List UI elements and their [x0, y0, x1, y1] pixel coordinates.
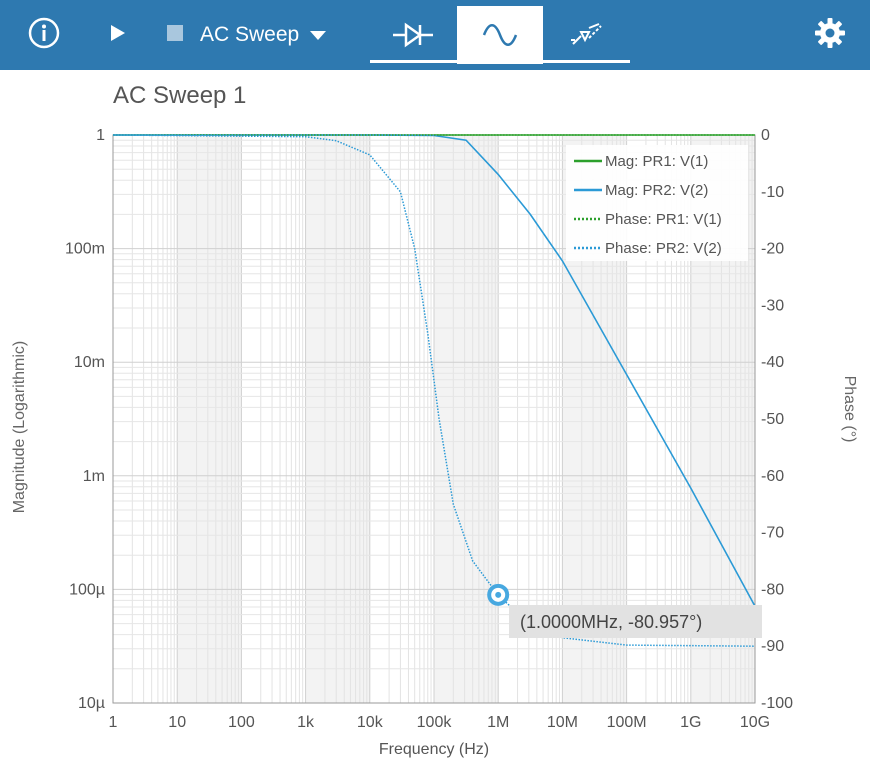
y2-tick-label: -60: [761, 468, 784, 485]
grid-band: [690, 135, 755, 703]
cursor-marker-dot: [495, 591, 502, 598]
x-tick-label: 100: [228, 714, 255, 731]
x-axis-label: Frequency (Hz): [379, 741, 489, 758]
legend-label[interactable]: Mag: PR2: V(2): [605, 182, 708, 199]
sine-wave-icon: [482, 24, 518, 46]
series-line-3[interactable]: [112, 134, 756, 647]
y-tick-label: 1: [96, 127, 105, 144]
legend-label[interactable]: Phase: PR2: V(2): [605, 240, 722, 257]
plot-frame: [112, 134, 756, 704]
sweep-select-label: AC Sweep: [200, 23, 300, 46]
x-tick-label: 1M: [487, 714, 509, 731]
y2-tick-label: -40: [761, 354, 784, 371]
stop-icon: [167, 25, 183, 41]
play-icon: [111, 25, 125, 41]
y-tick-label: 1m: [83, 468, 105, 485]
y-tick-label: 10m: [74, 354, 105, 371]
grid-band: [562, 135, 627, 703]
dropdown-arrow-icon: [310, 31, 327, 40]
grid-band: [177, 135, 242, 703]
y2-tick-label: -80: [761, 581, 784, 598]
y-tick-label: 10µ: [78, 695, 105, 712]
y2-tick-label: -20: [761, 241, 784, 258]
x-tick-label: 10M: [547, 714, 578, 731]
tab-schematic[interactable]: [370, 6, 456, 64]
y-tick-label: 100µ: [69, 581, 105, 598]
x-tick-label: 1: [109, 714, 118, 731]
tab-underline: [370, 60, 630, 63]
x-tick-label: 10k: [357, 714, 384, 731]
series-line-1[interactable]: [113, 134, 756, 607]
tab-component-edit[interactable]: [544, 6, 630, 64]
y2-tick-label: -30: [761, 297, 784, 314]
x-tick-label: 100k: [417, 714, 453, 731]
y2-tick-label: -90: [761, 638, 784, 655]
stop-button[interactable]: [160, 0, 190, 66]
toolbar: AC Sweep: [0, 0, 870, 70]
info-button[interactable]: [24, 0, 64, 66]
chart-title: AC Sweep 1: [113, 82, 247, 109]
x-tick-label: 1k: [297, 714, 315, 731]
cursor-marker[interactable]: [487, 583, 510, 606]
run-button[interactable]: [102, 0, 132, 66]
y-axis-label: Magnitude (Logarithmic): [11, 341, 28, 514]
grid-band: [305, 135, 370, 703]
diode-icon: [393, 22, 433, 48]
x-tick-label: 1G: [680, 714, 701, 731]
tab-simulation-results[interactable]: [457, 6, 543, 64]
x-tick-label: 10G: [740, 714, 770, 731]
cursor-tooltip-text: (1.0000MHz, -80.957°): [520, 612, 702, 632]
sweep-select[interactable]: AC Sweep: [200, 0, 327, 70]
settings-button[interactable]: [810, 0, 850, 66]
gear-icon: [815, 18, 845, 48]
y-tick-label: 100m: [65, 241, 105, 258]
info-icon: [28, 17, 60, 49]
y2-tick-label: -50: [761, 411, 784, 428]
y2-tick-label: 0: [761, 127, 770, 144]
legend-label[interactable]: Mag: PR1: V(1): [605, 153, 708, 170]
y2-tick-label: -10: [761, 184, 784, 201]
x-tick-label: 10: [168, 714, 186, 731]
y2-axis-label: Phase (°): [841, 376, 858, 443]
legend-box: [566, 145, 748, 261]
cursor-tooltip: [509, 605, 762, 638]
grid-band: [434, 135, 499, 703]
component-edit-icon: [571, 23, 602, 45]
y2-tick-label: -100: [761, 695, 793, 712]
y2-tick-label: -70: [761, 525, 784, 542]
x-tick-label: 100M: [607, 714, 647, 731]
legend-label[interactable]: Phase: PR1: V(1): [605, 211, 722, 228]
